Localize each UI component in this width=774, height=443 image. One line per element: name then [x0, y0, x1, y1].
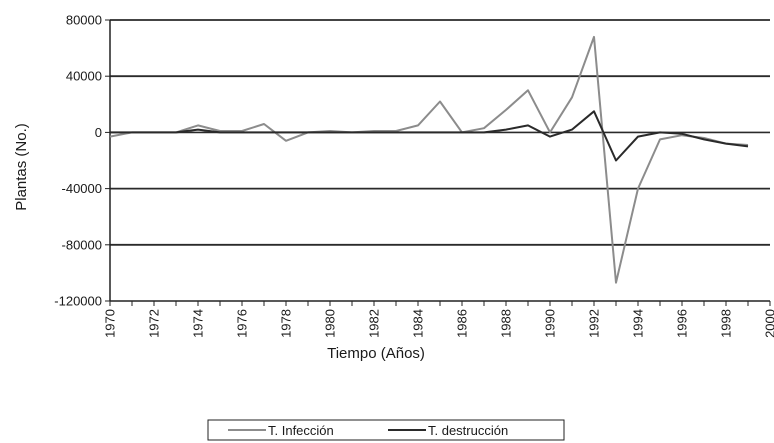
x-tick-label-10: 1990 — [543, 309, 558, 338]
legend: T. Infección T. destrucción — [207, 419, 565, 441]
y-tick-label-1: 40000 — [66, 69, 102, 84]
x-tick-label-11: 1992 — [587, 309, 602, 338]
legend-label-destruccion: T. destrucción — [428, 423, 508, 438]
x-tick-label-15: 2000 — [763, 309, 774, 338]
x-tick-label-13: 1996 — [675, 309, 690, 338]
series-line-1 — [110, 110, 749, 162]
legend-label-infeccion: T. Infección — [268, 423, 334, 438]
x-ticks: 1970 1972 1974 1976 1978 1980 1982 1984 1986 1988… — [103, 301, 774, 338]
y-tick-label-0: 80000 — [66, 13, 102, 28]
x-tick-label-1: 1972 — [147, 309, 162, 338]
legend-box — [207, 419, 565, 441]
series-layer — [109, 35, 749, 284]
y-tick-label-5: -120000 — [54, 294, 102, 309]
x-tick-label-9: 1988 — [499, 309, 514, 338]
x-tick-label-8: 1986 — [455, 309, 470, 338]
y-ticks: 80000 40000 0 -40000 -80000 -120000 — [54, 13, 110, 309]
y-tick-label-4: -80000 — [62, 237, 102, 252]
series-line-0 — [109, 35, 749, 284]
x-tick-label-3: 1976 — [235, 309, 250, 338]
x-tick-label-12: 1994 — [631, 309, 646, 338]
x-tick-label-14: 1998 — [719, 309, 734, 338]
x-tick-label-4: 1978 — [279, 309, 294, 338]
x-tick-label-5: 1980 — [323, 309, 338, 338]
x-tick-label-7: 1984 — [411, 309, 426, 338]
x-tick-label-6: 1982 — [367, 309, 382, 338]
x-axis-label: Tiempo (Años) — [327, 345, 425, 362]
x-tick-label-0: 1970 — [103, 309, 118, 338]
y-tick-label-3: -40000 — [62, 181, 102, 196]
y-tick-label-2: 0 — [95, 125, 102, 140]
y-axis-label: Plantas (No.) — [13, 123, 30, 211]
x-tick-label-2: 1974 — [191, 309, 206, 338]
